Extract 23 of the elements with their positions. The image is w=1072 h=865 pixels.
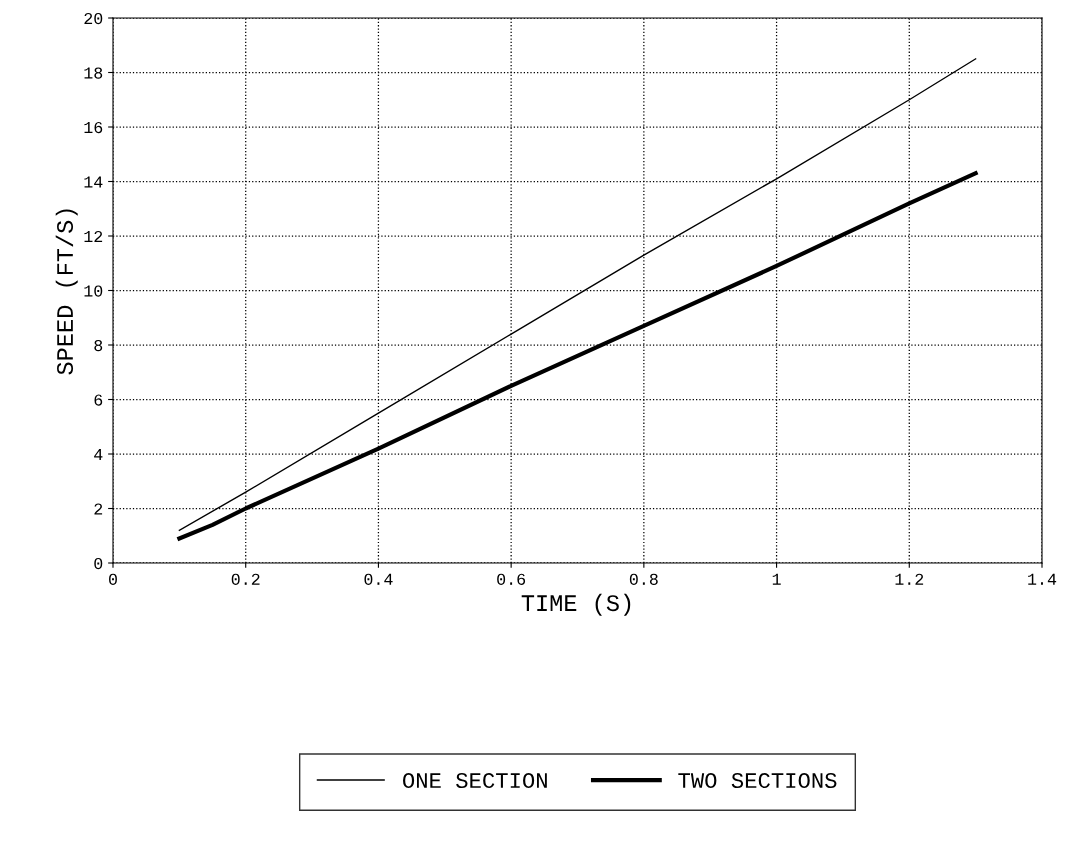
legend-label: TWO SECTIONS <box>678 772 837 789</box>
x-axis-title: TIME (S) <box>521 593 631 616</box>
x-tick-label: 0.8 <box>629 573 658 585</box>
x-tick-label: 0.2 <box>231 573 260 585</box>
x-tick-label: 0.6 <box>497 573 526 585</box>
legend-label: ONE SECTION <box>403 772 547 789</box>
y-axis-title: SPEED (FT/S) <box>55 209 78 375</box>
y-tick-label: 8 <box>94 339 103 352</box>
x-tick-label: 1.2 <box>895 573 924 585</box>
x-tick-label: 0 <box>109 573 117 585</box>
x-tick-label: 0.4 <box>364 573 393 585</box>
y-tick-label: 4 <box>94 449 103 461</box>
y-tick-label: 10 <box>84 285 103 297</box>
y-tick-label: 6 <box>94 394 103 406</box>
y-tick-label: 20 <box>84 12 103 25</box>
y-tick-label: 2 <box>94 503 103 515</box>
y-tick-label: 12 <box>84 230 103 243</box>
y-tick-label: 14 <box>84 176 103 188</box>
x-tick-label: 1 <box>772 573 781 585</box>
y-tick-label: 0 <box>94 557 103 570</box>
x-tick-label: 1.4 <box>1028 573 1057 585</box>
y-tick-label: 18 <box>84 67 103 79</box>
y-tick-label: 16 <box>84 121 103 134</box>
